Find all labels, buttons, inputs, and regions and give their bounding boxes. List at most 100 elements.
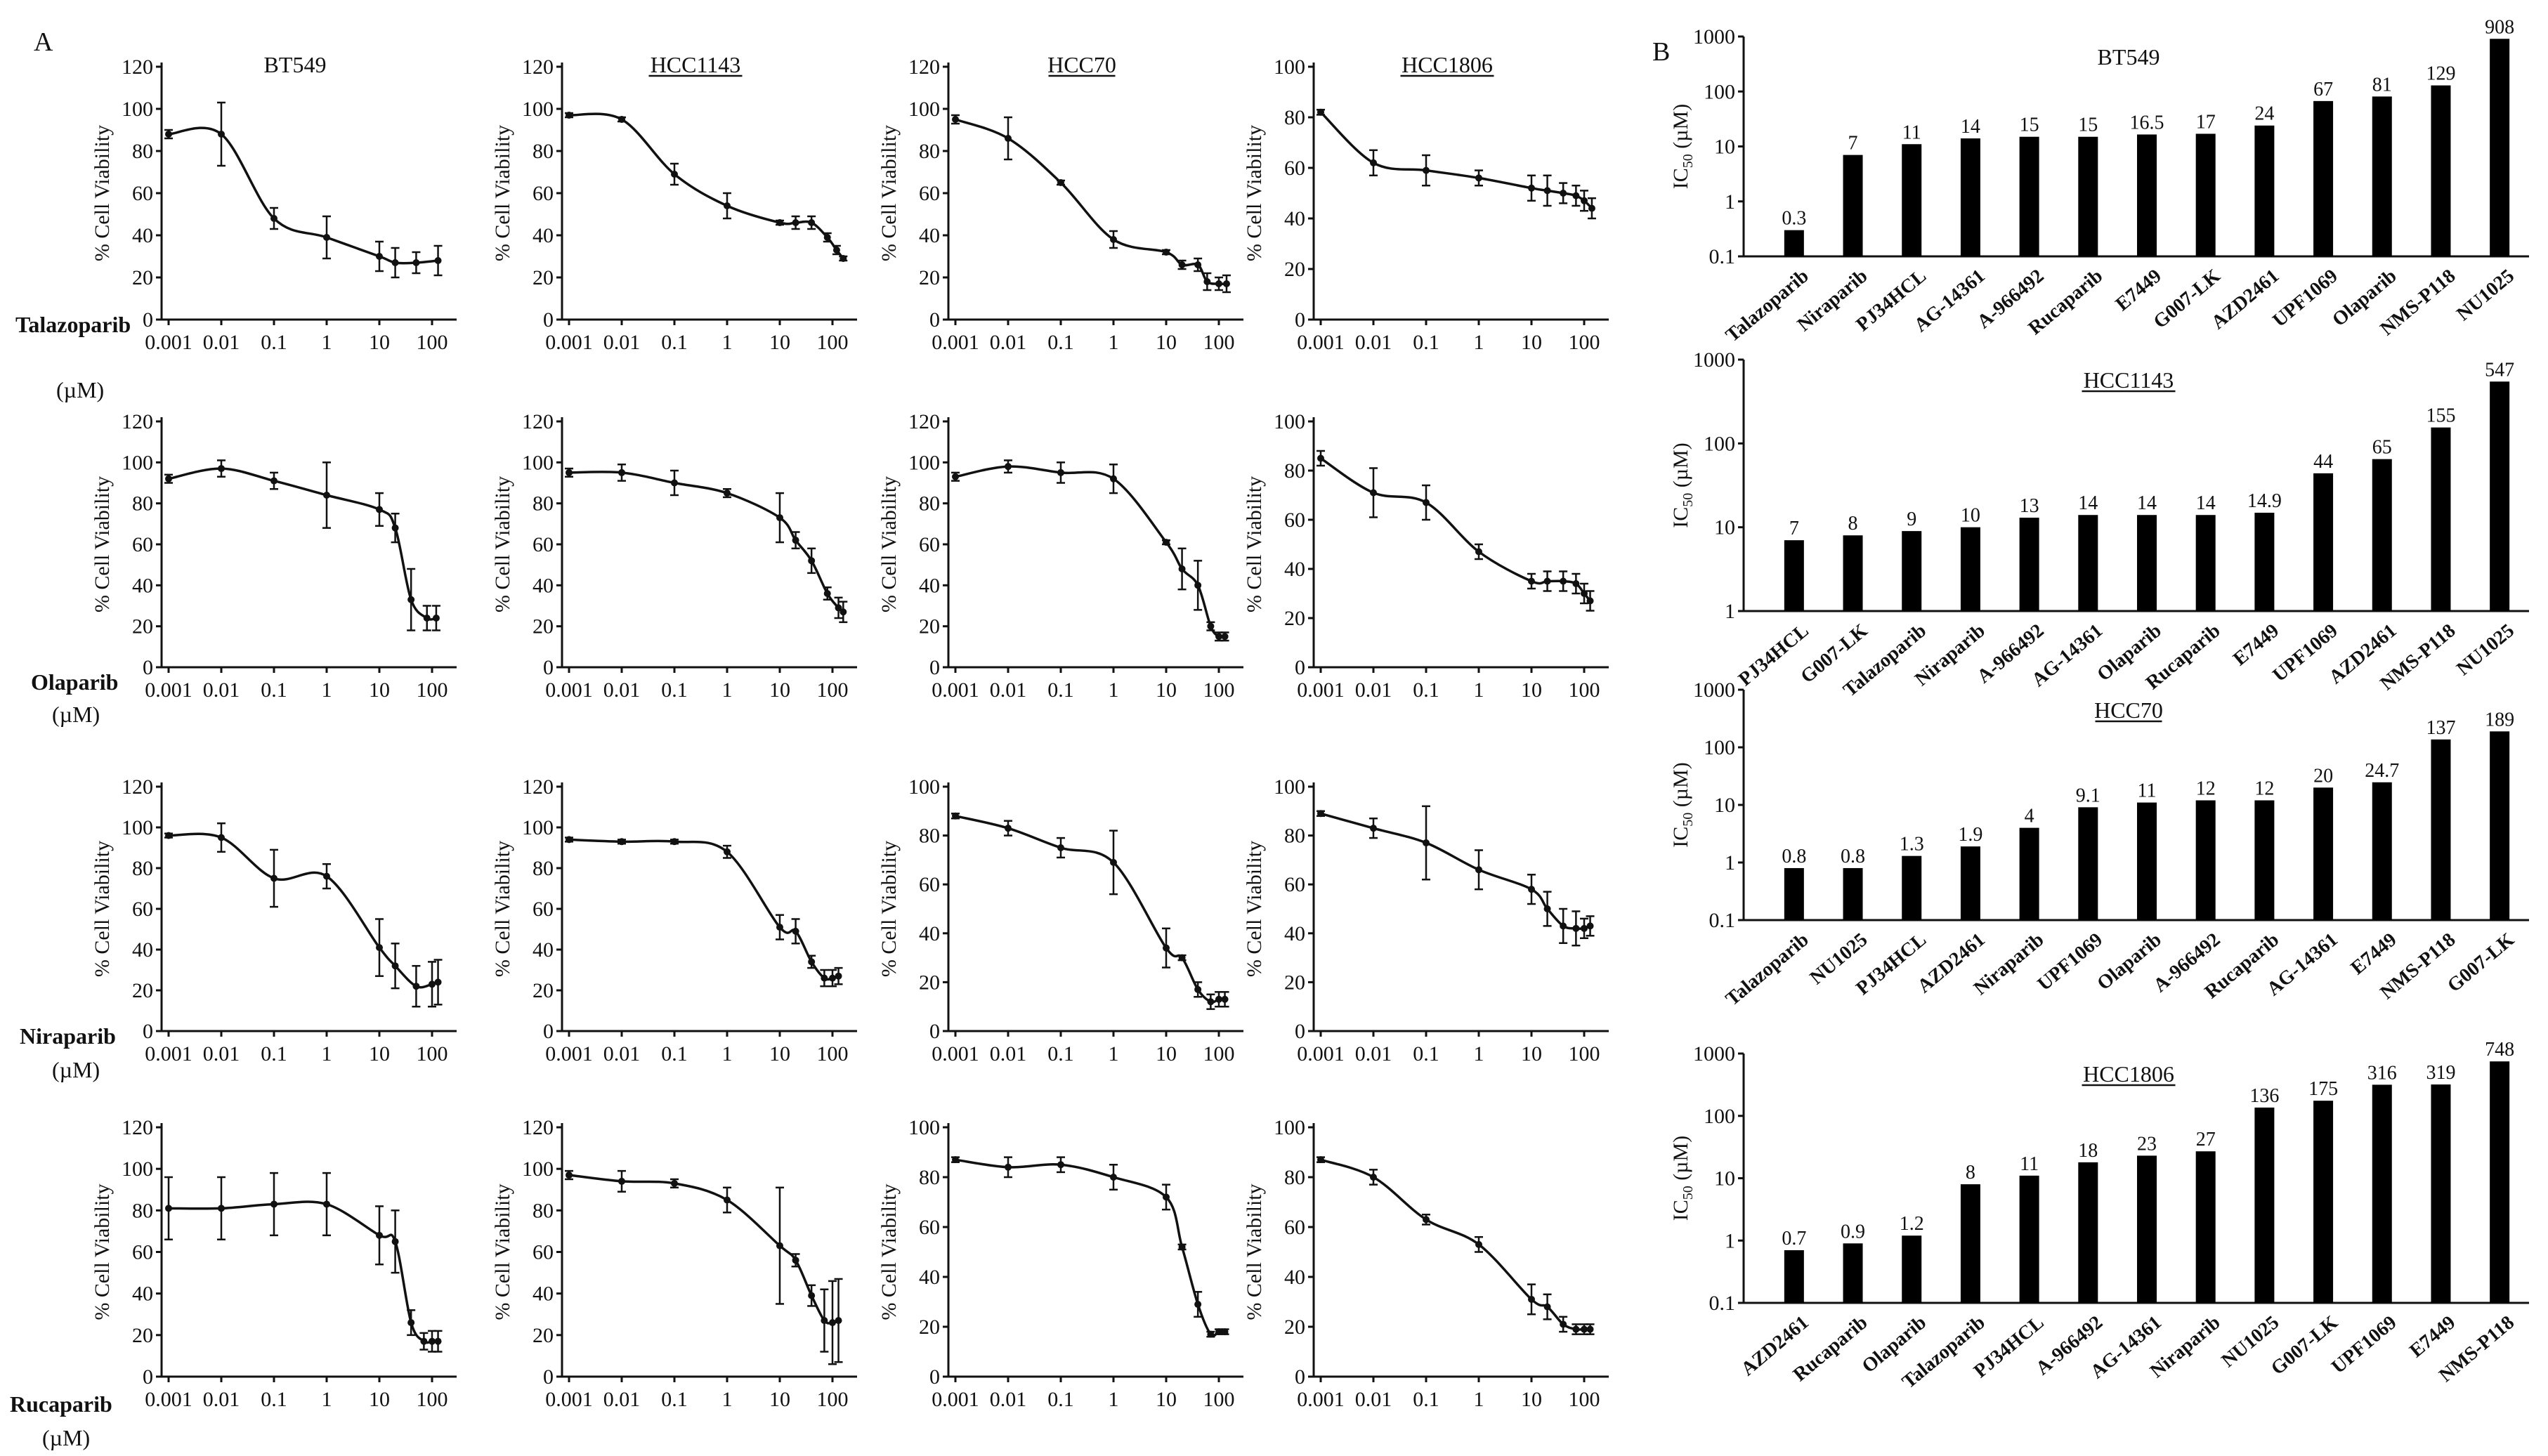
x-tick-label: 0.001 [932,1388,979,1411]
data-point [165,475,172,483]
bar-rucaparib [1843,1243,1863,1303]
viability-chart-talazoparib-hcc70: 0 20 40 60 80 100 120 0.001 0.01 0.1 1 10 100 % Cell … [877,52,1243,354]
y-tick-label: 60 [919,873,940,896]
ic50-label-main: IC [1669,168,1692,189]
x-tick-label: 0.01 [203,331,240,354]
viability-chart-rucaparib-hcc1806: 0 20 40 60 80 100 0.001 0.01 0.1 1 10 100 % Cell Via… [1243,1116,1609,1411]
data-point [832,247,840,254]
viability-chart-rucaparib-bt549: 0 20 40 60 80 100 120 0.001 0.01 0.1 1 10 100 % Cell … [91,1116,457,1411]
y-tick-label: 120 [522,55,554,79]
x-tick-label: 10 [1521,1388,1542,1411]
y-tick-label: 40 [132,1283,153,1306]
y-tick-label: 0 [143,656,153,679]
bar-rucaparib [2254,800,2275,920]
x-tick-label: 10 [1521,331,1542,354]
data-point [391,1238,399,1245]
bar-ag-14361 [1960,138,1980,256]
x-tick-label: 10 [769,1388,790,1411]
y-tick-label: 20 [132,979,153,1002]
category-label: PJ34HCL [1734,619,1813,690]
bar-value-label: 16.5 [2130,112,2164,133]
data-point [1222,280,1230,287]
y-axis-label: % Cell Viability [1243,1183,1266,1320]
ic50-label-unit: (µM) [1669,442,1692,492]
x-tick-label: 0.1 [261,331,287,354]
data-point [391,524,399,532]
category-label: NU1025 [2452,619,2518,680]
y-tick-label: 1 [1725,600,1735,623]
x-tick-label: 100 [417,331,448,354]
x-tick-label: 0.01 [1355,678,1392,702]
x-tick-label: 0.01 [603,331,641,354]
x-tick-label: 0.001 [1297,331,1345,354]
y-tick-label: 60 [132,182,153,205]
data-point [952,473,959,480]
y-tick-label: 100 [908,98,940,121]
y-tick-label: 60 [919,1216,940,1239]
data-point [1207,622,1215,630]
data-point [1221,995,1229,1003]
y-tick-label: 20 [533,266,554,289]
category-label: UPF1069 [2327,1311,2401,1378]
x-tick-label: 10 [1156,1042,1177,1065]
x-tick-label: 1 [1474,1042,1484,1065]
drug-label-rucaparib: Rucaparib [10,1391,112,1417]
y-tick-label: 20 [1284,971,1305,994]
bar-value-label: 67 [2313,79,2333,100]
data-point [1194,985,1202,993]
data-point [1317,108,1324,116]
bar-value-label: 1.2 [1900,1213,1924,1235]
y-tick-label: 0 [929,308,940,332]
bar-value-label: 7 [1789,518,1799,539]
data-point [1317,454,1324,462]
data-point [1221,633,1229,641]
y-tick-label: 0 [543,1365,554,1389]
x-tick-label: 100 [1203,1388,1235,1411]
ic50-label-main: IC [1669,827,1692,848]
ic50-label-unit: (µM) [1669,1136,1692,1186]
bar-nms-p118 [2431,85,2451,257]
data-point [1581,924,1588,932]
y-tick-label: 100 [1274,55,1305,79]
y-tick-label: 80 [919,492,940,516]
x-tick-label: 0.01 [990,1042,1027,1065]
x-tick-label: 0.001 [1297,678,1345,702]
y-tick-label: 0 [143,1365,153,1389]
x-tick-label: 0.1 [661,1388,688,1411]
x-tick-label: 0.001 [932,331,979,354]
x-tick-label: 10 [1156,331,1177,354]
y-tick-label: 100 [908,451,940,474]
y-tick-label: 80 [1284,1166,1305,1189]
bar-nu1025 [2490,39,2510,256]
bar-talazoparib [1784,867,1804,920]
y-tick-label: 40 [1284,558,1305,581]
category-label: E7449 [2346,929,2400,979]
data-point [724,490,731,497]
y-tick-label: 60 [1284,157,1305,180]
y-tick-label: 1000 [1693,348,1735,372]
data-point [1572,580,1580,587]
y-axis-label: % Cell Viability [91,125,114,261]
data-point [1586,597,1594,605]
data-point [270,215,277,222]
y-tick-label: 40 [132,574,153,597]
dose-response-curve [955,815,1225,1004]
data-point [1423,499,1430,506]
y-tick-label: 60 [533,182,554,205]
bar-g007-lk [2313,1101,2334,1303]
y-tick-label: 100 [1704,1105,1735,1128]
y-tick-label: 20 [919,266,940,289]
bar-a-966492 [2195,800,2216,920]
bar-value-label: 9 [1907,509,1916,530]
data-point [323,492,330,499]
x-tick-label: 0.01 [990,1388,1027,1411]
x-tick-label: 0.1 [1413,331,1439,354]
y-tick-label: 80 [919,140,940,163]
x-tick-label: 100 [1569,1042,1600,1065]
y-tick-label: 20 [919,971,940,994]
data-point [270,1200,277,1208]
data-point [1560,190,1567,197]
x-tick-label: 10 [1521,1042,1542,1065]
dose-response-curve [568,471,844,613]
